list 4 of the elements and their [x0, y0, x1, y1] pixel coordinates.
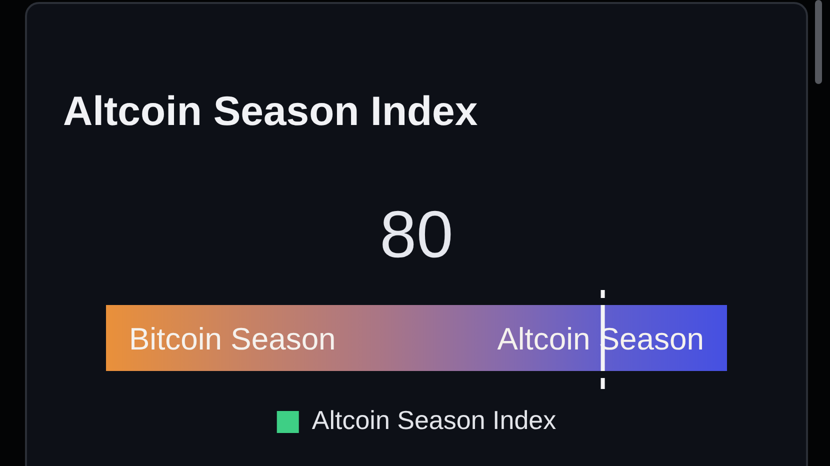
legend-label: Altcoin Season Index [312, 405, 556, 436]
text: Altcoin Season Index [63, 88, 478, 134]
data-label: 80 [380, 197, 454, 271]
text: Bitcoin Season [129, 322, 336, 357]
